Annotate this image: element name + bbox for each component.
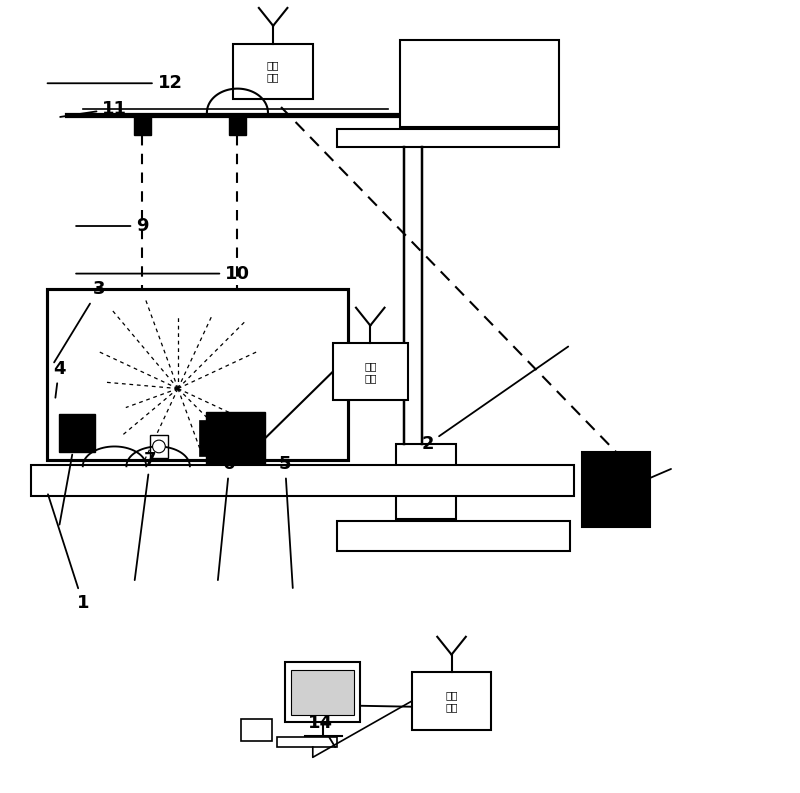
Bar <box>285 662 360 722</box>
Text: 13: 13 <box>606 469 671 500</box>
Bar <box>31 465 574 496</box>
Text: 1: 1 <box>48 494 89 611</box>
Text: 无线
模块: 无线 模块 <box>267 60 279 82</box>
Bar <box>582 452 650 527</box>
Text: 6: 6 <box>218 455 236 580</box>
Bar <box>412 672 491 730</box>
Bar <box>229 115 246 135</box>
Text: 无线
模块: 无线 模块 <box>446 690 458 712</box>
Bar <box>134 115 151 135</box>
Bar <box>337 129 558 147</box>
Text: 9: 9 <box>76 217 149 235</box>
Text: 8: 8 <box>59 431 81 525</box>
Bar <box>337 521 570 551</box>
Text: 5: 5 <box>278 455 293 588</box>
Text: 4: 4 <box>53 360 66 398</box>
Text: 2: 2 <box>422 347 568 453</box>
Text: 11: 11 <box>60 100 127 117</box>
Bar <box>277 737 337 747</box>
Bar <box>47 289 349 460</box>
Bar <box>290 670 354 715</box>
Bar <box>242 719 271 741</box>
Text: 12: 12 <box>47 75 182 92</box>
Text: 14: 14 <box>308 714 335 747</box>
Bar <box>396 444 455 519</box>
Bar <box>206 412 265 464</box>
Bar <box>234 44 313 99</box>
Bar <box>400 40 558 127</box>
Bar <box>199 420 207 456</box>
Text: 3: 3 <box>54 281 105 362</box>
Bar <box>59 414 94 452</box>
Circle shape <box>153 440 166 453</box>
Bar <box>150 435 168 458</box>
Bar <box>333 343 408 400</box>
Text: 10: 10 <box>76 265 250 282</box>
Text: 无线
模块: 无线 模块 <box>364 361 377 383</box>
Text: 7: 7 <box>134 451 157 580</box>
